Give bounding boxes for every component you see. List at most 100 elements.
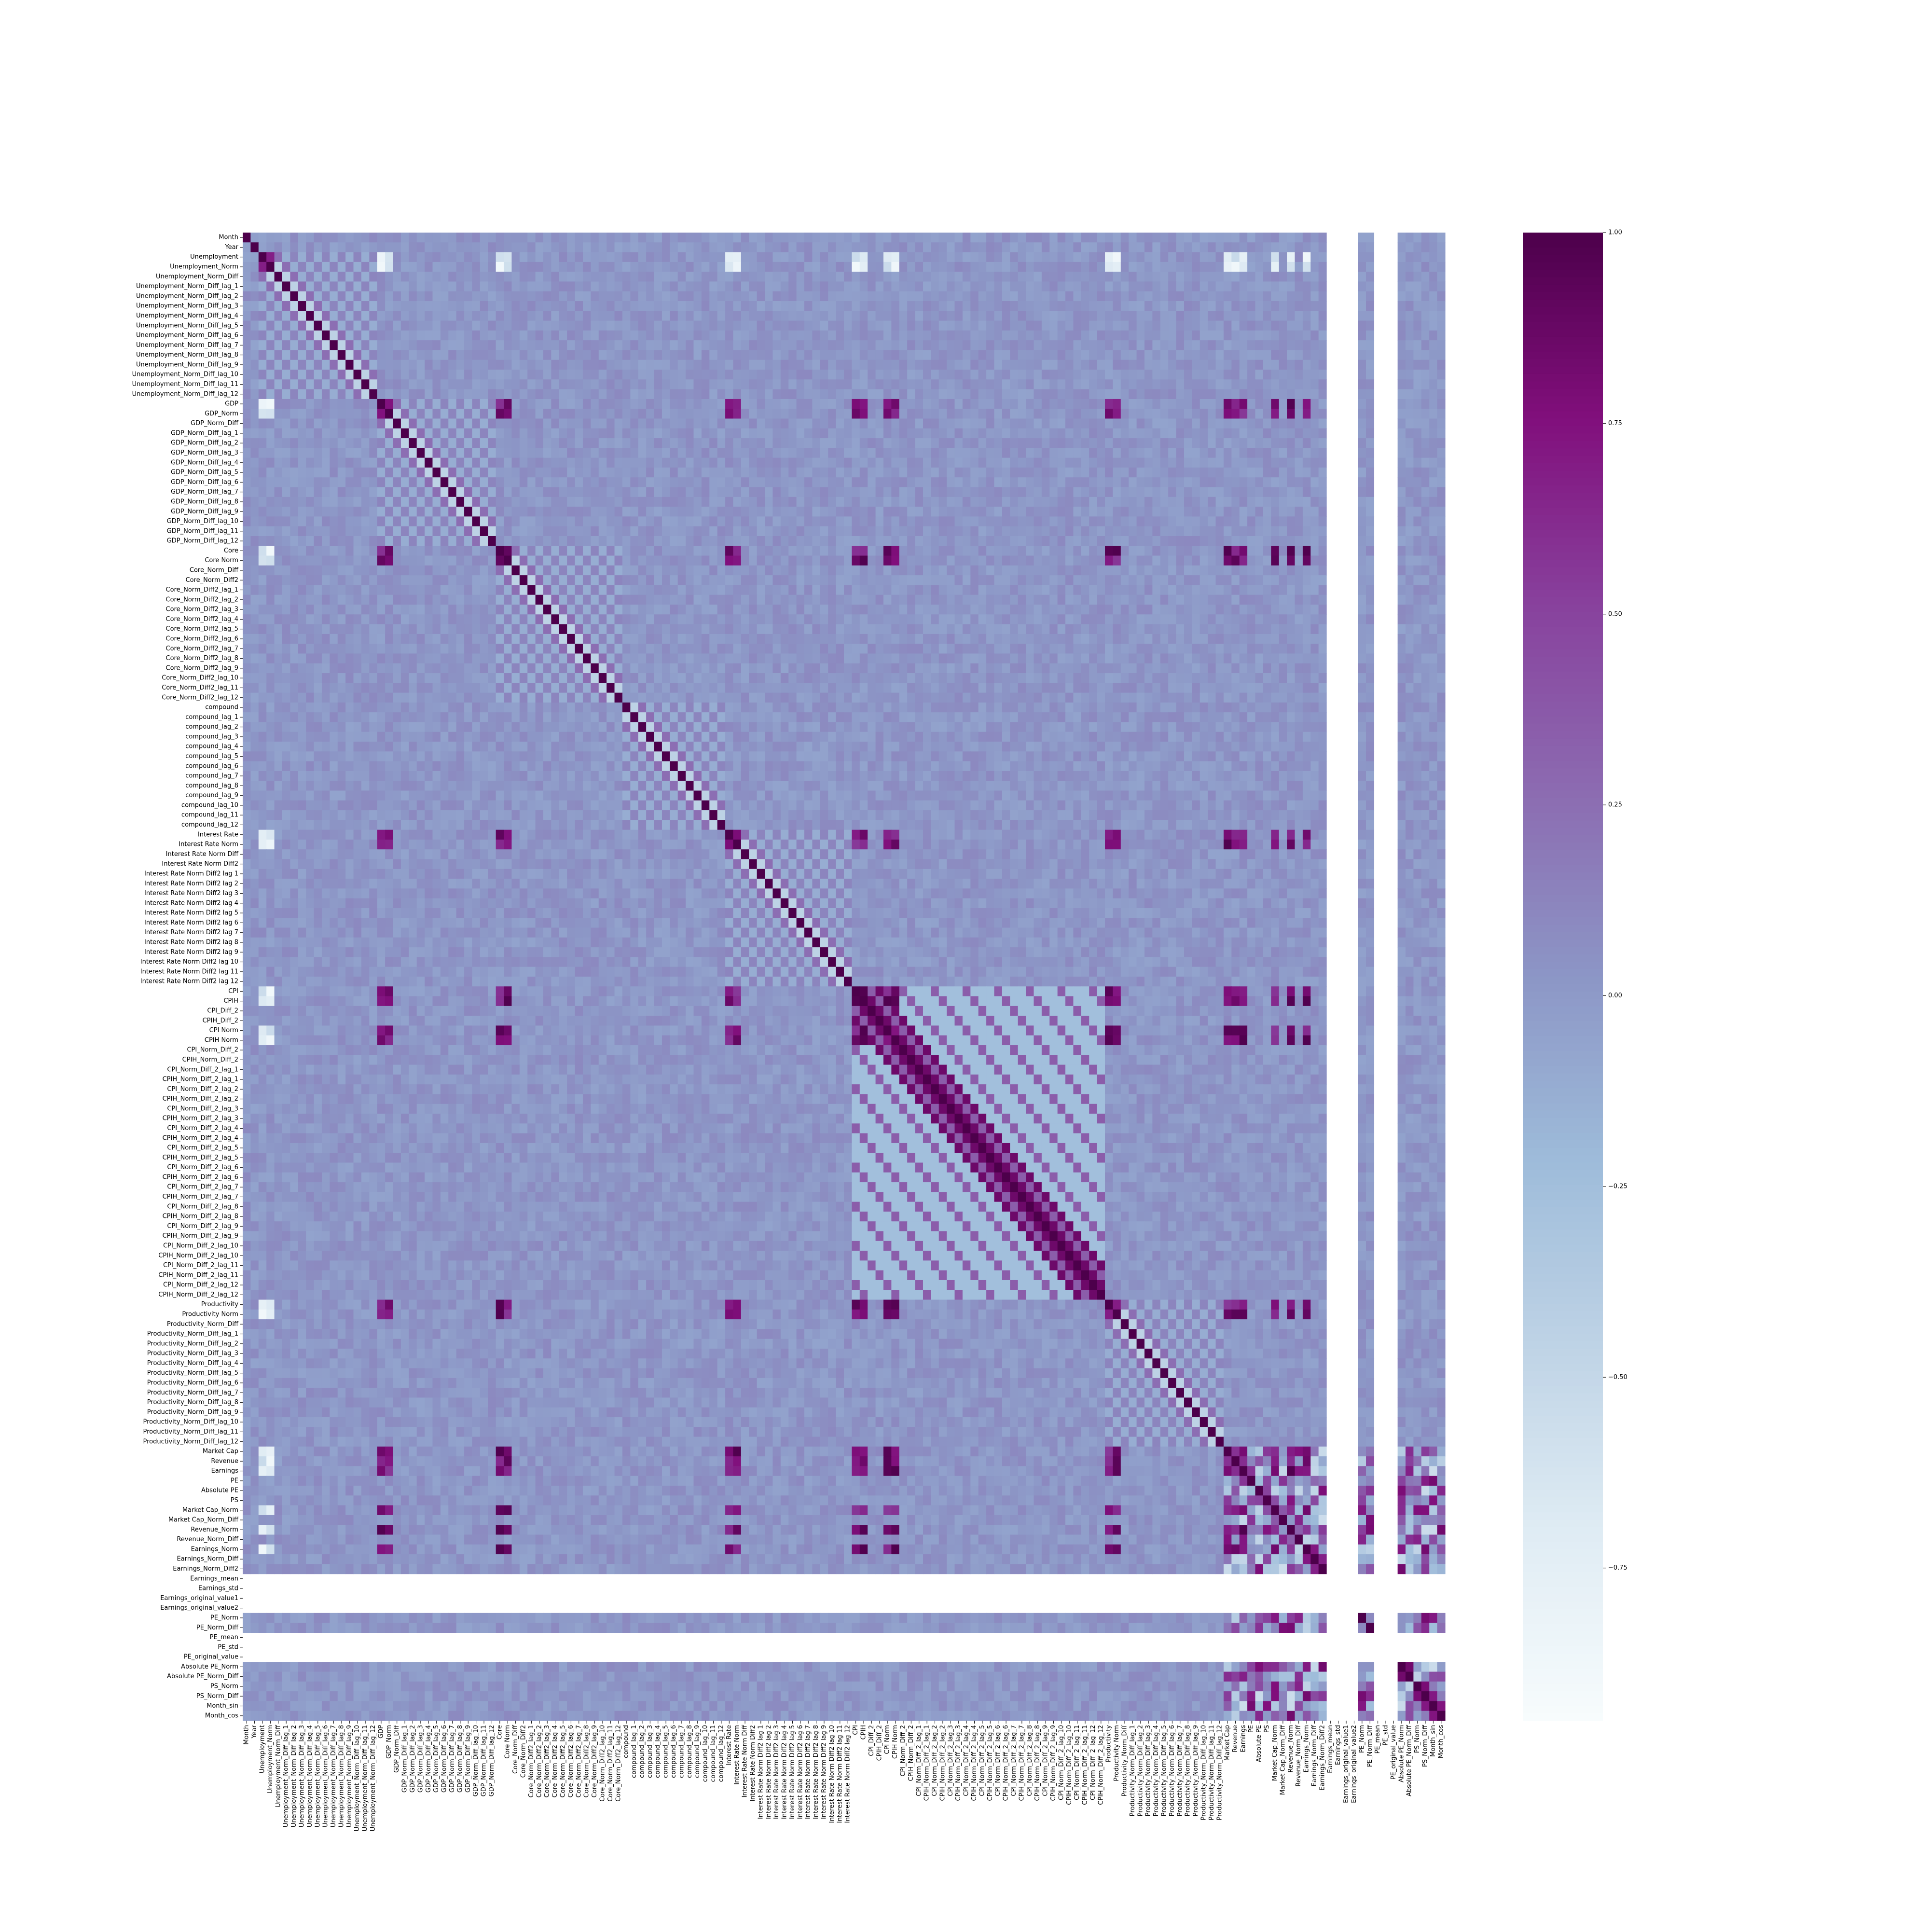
heatmap-cell [749, 448, 758, 458]
heatmap-cell [725, 311, 734, 321]
heatmap-cell [377, 301, 386, 311]
heatmap-cell [1057, 301, 1066, 311]
heatmap-cell [361, 467, 370, 478]
heatmap-cell [527, 497, 536, 507]
heatmap-cell [693, 546, 702, 556]
heatmap-cell [701, 536, 710, 546]
heatmap-cell [1199, 507, 1208, 517]
heatmap-cell [646, 301, 655, 311]
heatmap-cell [1120, 477, 1129, 488]
heatmap-cell [994, 497, 1003, 507]
heatmap-cell [725, 516, 734, 527]
heatmap-cell [1429, 242, 1438, 253]
heatmap-cell [915, 507, 924, 517]
heatmap-cell [1010, 233, 1019, 243]
heatmap-cell [1168, 418, 1177, 429]
heatmap-cell [551, 409, 560, 419]
heatmap-cell [425, 409, 433, 419]
heatmap-cell [607, 330, 615, 341]
heatmap-cell [614, 428, 623, 439]
heatmap-cell [662, 546, 670, 556]
heatmap-cell [883, 477, 892, 488]
heatmap-cell [385, 320, 394, 331]
heatmap-cell [448, 272, 457, 282]
heatmap-cell [717, 281, 726, 292]
heatmap-cell [1215, 457, 1224, 468]
heatmap-cell [1089, 507, 1098, 517]
heatmap-cell [883, 438, 892, 448]
heatmap-cell [741, 359, 749, 370]
heatmap-cell [717, 565, 726, 576]
heatmap-cell [1057, 418, 1066, 429]
heatmap-cell [1136, 389, 1145, 400]
heatmap-cell [582, 536, 591, 546]
heatmap-cell [369, 272, 378, 282]
heatmap-cell [1247, 233, 1256, 243]
heatmap-cell [345, 379, 354, 390]
heatmap-cell [907, 350, 916, 360]
heatmap-cell [330, 370, 338, 380]
heatmap-cell [788, 330, 797, 341]
heatmap-cell [607, 281, 615, 292]
heatmap-cell [804, 467, 813, 478]
heatmap-cell [1026, 281, 1034, 292]
heatmap-cell [1176, 370, 1185, 380]
heatmap-cell [1208, 428, 1216, 439]
heatmap-cell [828, 320, 837, 331]
heatmap-cell [1129, 507, 1137, 517]
heatmap-cell [456, 457, 465, 468]
heatmap-cell [1010, 370, 1019, 380]
heatmap-cell [947, 359, 955, 370]
heatmap-cell [804, 399, 813, 409]
heatmap-cell [868, 370, 876, 380]
heatmap-cell [1215, 350, 1224, 360]
heatmap-cell [266, 340, 275, 351]
heatmap-cell [670, 252, 678, 262]
heatmap-cell [464, 262, 473, 272]
heatmap-cell [828, 252, 837, 262]
heatmap-cell [765, 262, 773, 272]
heatmap-cell [1065, 428, 1074, 439]
heatmap-cell [527, 516, 536, 527]
heatmap-cell [1184, 330, 1192, 341]
heatmap-cell [1081, 233, 1089, 243]
heatmap-cell [1081, 438, 1089, 448]
heatmap-cell [1239, 242, 1248, 253]
heatmap-cell [1263, 546, 1271, 556]
heatmap-cell [1168, 301, 1177, 311]
heatmap-cell [1199, 438, 1208, 448]
heatmap-cell [622, 497, 631, 507]
heatmap-cell [891, 330, 900, 341]
heatmap-cell [733, 526, 742, 537]
heatmap-cell [321, 418, 330, 429]
heatmap-cell [1113, 546, 1121, 556]
heatmap-cell [875, 272, 884, 282]
heatmap-cell [614, 507, 623, 517]
heatmap-cell [962, 359, 971, 370]
heatmap-cell [432, 242, 441, 253]
heatmap-cell [709, 301, 718, 311]
heatmap-cell [345, 546, 354, 556]
heatmap-cell [1192, 457, 1200, 468]
heatmap-cell [598, 291, 607, 302]
heatmap-cell [931, 516, 939, 527]
heatmap-cell [1208, 526, 1216, 537]
heatmap-cell [243, 350, 251, 360]
heatmap-cell [1113, 301, 1121, 311]
heatmap-cell [511, 418, 520, 429]
heatmap-cell [511, 320, 520, 331]
heatmap-cell [448, 340, 457, 351]
heatmap-cell [844, 536, 852, 546]
heatmap-cell [480, 418, 488, 429]
heatmap-cell [630, 448, 639, 458]
heatmap-cell [416, 457, 425, 468]
heatmap-cell [377, 281, 386, 292]
heatmap-cell [970, 516, 979, 527]
heatmap-cell [416, 340, 425, 351]
heatmap-cell [1279, 389, 1287, 400]
heatmap-cell [543, 507, 551, 517]
heatmap-cell [488, 311, 496, 321]
heatmap-cell [891, 340, 900, 351]
heatmap-cell [844, 340, 852, 351]
heatmap-cell [314, 262, 322, 272]
